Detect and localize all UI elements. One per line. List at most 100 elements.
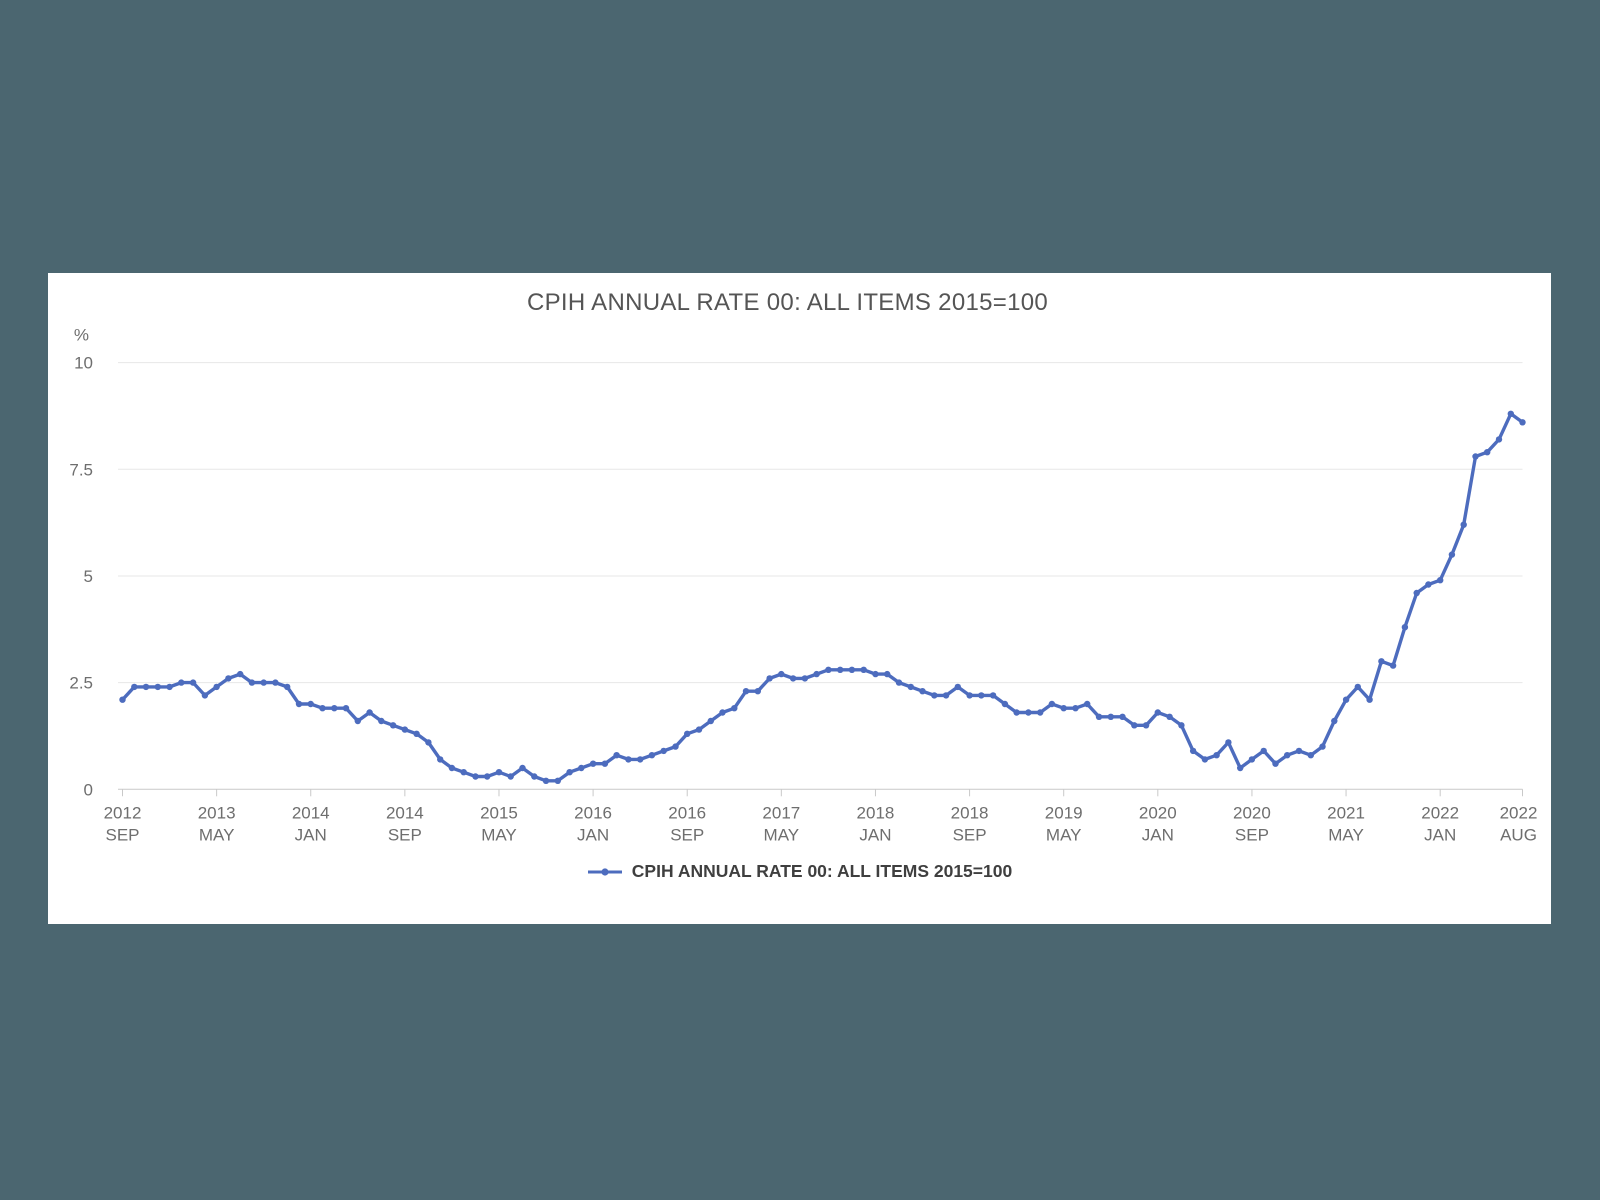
data-point[interactable]	[401, 726, 409, 733]
data-point[interactable]	[860, 666, 867, 673]
data-point[interactable]	[672, 743, 679, 750]
data-point[interactable]	[1272, 760, 1279, 767]
data-point[interactable]	[801, 675, 809, 682]
data-point[interactable]	[719, 709, 726, 716]
data-point[interactable]	[319, 705, 326, 712]
data-point[interactable]	[307, 700, 314, 708]
data-point[interactable]	[1260, 747, 1267, 755]
data-point[interactable]	[131, 683, 138, 691]
data-point[interactable]	[425, 739, 432, 746]
data-point[interactable]	[566, 769, 573, 776]
data-point[interactable]	[472, 773, 479, 780]
data-point[interactable]	[248, 679, 256, 686]
data-point[interactable]	[1284, 752, 1291, 759]
data-point[interactable]	[437, 756, 444, 763]
data-point[interactable]	[119, 696, 126, 703]
data-point[interactable]	[978, 692, 985, 699]
data-point[interactable]	[484, 773, 491, 780]
data-point[interactable]	[342, 705, 350, 712]
data-point[interactable]	[1013, 709, 1020, 716]
data-point[interactable]	[778, 670, 785, 678]
data-point[interactable]	[589, 760, 597, 767]
data-point[interactable]	[1154, 709, 1162, 716]
data-point[interactable]	[1389, 662, 1397, 669]
data-point[interactable]	[813, 670, 820, 678]
data-point[interactable]	[931, 692, 938, 699]
data-point[interactable]	[1495, 436, 1503, 443]
data-point[interactable]	[154, 683, 161, 691]
data-point[interactable]	[1201, 756, 1209, 763]
data-point[interactable]	[789, 675, 797, 682]
data-point[interactable]	[625, 756, 632, 763]
data-point[interactable]	[1001, 700, 1009, 708]
data-point[interactable]	[1248, 756, 1256, 763]
data-point[interactable]	[389, 722, 397, 729]
data-point[interactable]	[1166, 713, 1173, 720]
data-point[interactable]	[1401, 624, 1409, 631]
data-point[interactable]	[1025, 709, 1032, 716]
data-point[interactable]	[613, 752, 620, 759]
data-point[interactable]	[1131, 722, 1138, 729]
data-point[interactable]	[554, 777, 561, 784]
data-point[interactable]	[166, 683, 173, 691]
data-point[interactable]	[354, 717, 361, 725]
data-point[interactable]	[578, 764, 585, 772]
data-point[interactable]	[1413, 589, 1420, 597]
data-point[interactable]	[742, 688, 750, 695]
data-point[interactable]	[1354, 683, 1362, 691]
data-point[interactable]	[1037, 709, 1044, 716]
data-point[interactable]	[884, 670, 891, 678]
data-point[interactable]	[1237, 764, 1244, 772]
data-point[interactable]	[413, 730, 420, 737]
data-point[interactable]	[1295, 747, 1303, 755]
data-point[interactable]	[895, 679, 903, 686]
data-point[interactable]	[1507, 410, 1515, 417]
series-points[interactable]	[119, 410, 1526, 784]
data-point[interactable]	[519, 764, 526, 772]
data-point[interactable]	[1060, 705, 1067, 712]
data-point[interactable]	[1213, 752, 1220, 759]
data-point[interactable]	[707, 717, 714, 725]
data-point[interactable]	[731, 705, 738, 712]
data-point[interactable]	[989, 692, 997, 699]
data-point[interactable]	[213, 683, 220, 691]
plot-area[interactable]: 0 2.5 5 7.5 10% 2012 SEP 2013 MAY 2014 JAN 2014 SEP 2…	[48, 273, 1551, 924]
data-point[interactable]	[695, 726, 703, 733]
data-point[interactable]	[378, 717, 385, 725]
data-point[interactable]	[189, 679, 197, 686]
data-point[interactable]	[366, 709, 373, 716]
data-point[interactable]	[684, 730, 691, 737]
data-point[interactable]	[1072, 705, 1079, 712]
data-point[interactable]	[754, 688, 761, 695]
data-point[interactable]	[1460, 521, 1467, 528]
data-point[interactable]	[942, 692, 950, 699]
data-point[interactable]	[495, 769, 503, 776]
data-point[interactable]	[331, 705, 338, 712]
data-point[interactable]	[1107, 713, 1115, 720]
data-point[interactable]	[1519, 419, 1526, 426]
data-point[interactable]	[1366, 696, 1373, 703]
data-point[interactable]	[1225, 739, 1232, 746]
data-point[interactable]	[531, 773, 538, 780]
data-point[interactable]	[907, 683, 914, 691]
data-point[interactable]	[272, 679, 279, 686]
data-point[interactable]	[848, 666, 856, 673]
data-point[interactable]	[1378, 658, 1385, 665]
data-point[interactable]	[284, 683, 291, 691]
data-point[interactable]	[1048, 700, 1056, 708]
data-point[interactable]	[648, 752, 656, 759]
data-point[interactable]	[1307, 752, 1315, 759]
data-point[interactable]	[460, 769, 467, 776]
data-point[interactable]	[295, 700, 303, 708]
data-point[interactable]	[660, 747, 667, 755]
data-point[interactable]	[225, 675, 232, 682]
data-point[interactable]	[448, 764, 456, 772]
data-point[interactable]	[872, 670, 879, 678]
data-point[interactable]	[507, 773, 514, 780]
data-point[interactable]	[1437, 577, 1444, 584]
data-point[interactable]	[1178, 722, 1185, 729]
data-point[interactable]	[178, 679, 185, 686]
data-point[interactable]	[837, 666, 844, 673]
data-point[interactable]	[954, 683, 961, 691]
data-point[interactable]	[1319, 743, 1326, 750]
